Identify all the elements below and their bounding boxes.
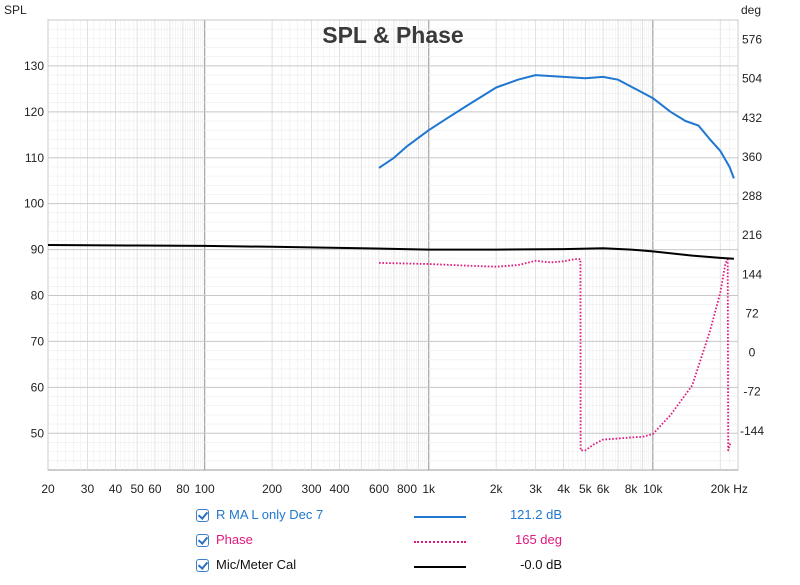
y-left-tick-label: 120 (24, 105, 44, 119)
y-right-axis-label: deg (741, 3, 761, 17)
chart-title: SPL & Phase (322, 22, 463, 48)
x-tick-label: 10k (643, 482, 663, 496)
legend-item-mic-cal[interactable]: Mic/Meter Cal -0.0 dB (0, 556, 800, 578)
legend-line-swatch (414, 516, 466, 518)
checkbox-checked-icon[interactable] (196, 509, 209, 522)
y-left-tick-label: 100 (24, 197, 44, 211)
y-right-tick-label: -72 (743, 385, 761, 399)
y-left-tick-label: 80 (31, 289, 45, 303)
x-tick-label: 80 (176, 482, 190, 496)
checkbox-checked-icon[interactable] (196, 559, 209, 572)
y-right-tick-label: 288 (742, 189, 762, 203)
y-right-tick-label: 144 (742, 267, 762, 281)
x-tick-label: 400 (330, 482, 350, 496)
legend-series-name: Phase (216, 532, 253, 547)
y-right-tick-label: 216 (742, 228, 762, 242)
legend-series-value: 121.2 dB (509, 507, 562, 522)
y-left-axis-label: SPL (4, 3, 27, 17)
y-left-tick-label: 110 (25, 151, 44, 165)
legend-series-name: Mic/Meter Cal (216, 557, 297, 572)
y-right-tick-label: 576 (742, 33, 762, 47)
x-tick-label: 5k (579, 482, 593, 496)
x-tick-label: 20 (41, 482, 55, 496)
y-right-tick-label: 504 (742, 72, 762, 86)
x-tick-label: 40 (109, 482, 123, 496)
legend-item-spl[interactable]: R MA L only Dec 7 121.2 dB (0, 506, 800, 528)
y-left-tick-label: 60 (31, 380, 45, 394)
legend-item-phase[interactable]: Phase 165 deg (0, 531, 800, 553)
mic-cal-series-line (47, 244, 734, 260)
x-tick-label: 4k (557, 482, 571, 496)
legend-series-value: 165 deg (515, 532, 562, 547)
legend-series-value: -0.0 dB (520, 557, 562, 572)
x-tick-label: 2k (490, 482, 504, 496)
y-right-tick-label: 360 (742, 150, 762, 164)
x-tick-label: 3k (529, 482, 543, 496)
x-tick-label: 1k (422, 482, 436, 496)
x-tick-label: 300 (302, 482, 322, 496)
legend-line-swatch (414, 566, 466, 568)
series-layer (47, 74, 735, 452)
y-right-tick-label: 432 (742, 111, 762, 125)
phase-series-line (378, 256, 733, 452)
spl-series-line (378, 74, 735, 179)
x-tick-label: 60 (148, 482, 162, 496)
x-unit-label: Hz (733, 482, 748, 496)
x-tick-label: 8k (625, 482, 639, 496)
y-left-tick-label: 50 (31, 426, 45, 440)
y-right-tick-label: 0 (749, 346, 756, 360)
spl-phase-chart: 20 30 40 50 60 80 100 200 300 400 600 800 1k 2k 3k 4k 5k… (4, 3, 764, 496)
x-tick-label: 6k (597, 482, 611, 496)
x-tick-label: 600 (369, 482, 389, 496)
y-left-tick-label: 130 (24, 59, 44, 73)
x-tick-label: 800 (397, 482, 417, 496)
y-left-tick-label: 70 (31, 334, 45, 348)
legend-line-swatch (414, 541, 466, 543)
tick-labels: 20 30 40 50 60 80 100 200 300 400 600 800 1k 2k 3k 4k 5k… (24, 33, 764, 496)
y-left-tick-label: 90 (31, 243, 45, 257)
checkbox-checked-icon[interactable] (196, 534, 209, 547)
x-tick-label: 200 (262, 482, 282, 496)
x-tick-label: 30 (81, 482, 95, 496)
x-tick-label: 50 (130, 482, 144, 496)
y-right-tick-label: 72 (745, 306, 759, 320)
y-right-tick-label: -144 (740, 424, 764, 438)
x-tick-label: 20k (711, 482, 731, 496)
x-tick-label: 100 (195, 482, 215, 496)
legend-series-name: R MA L only Dec 7 (216, 507, 324, 522)
